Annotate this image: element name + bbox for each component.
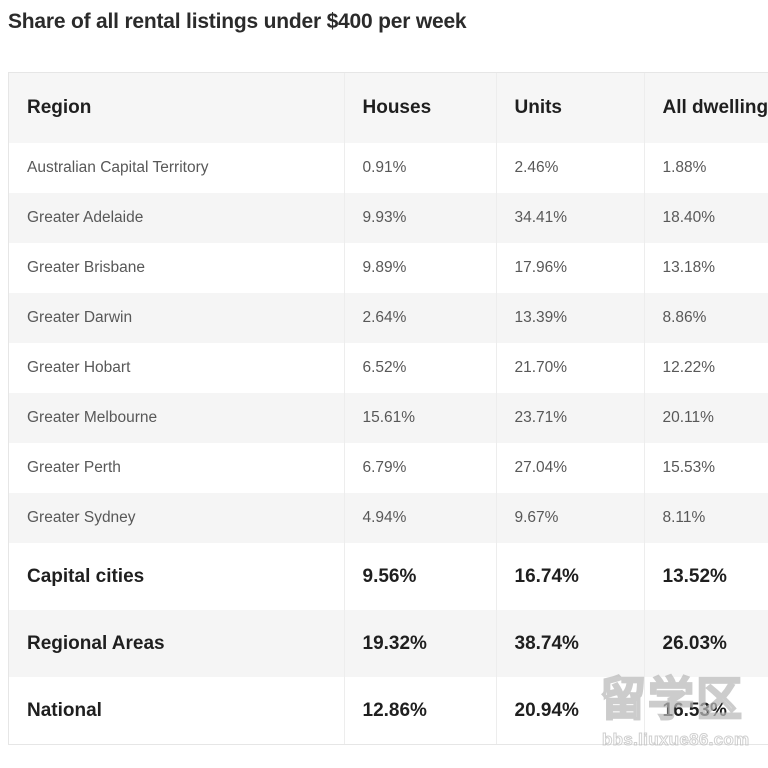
- table-row: National 12.86% 20.94% 16.53%: [9, 677, 768, 744]
- cell-region: National: [9, 677, 345, 744]
- cell-region: Capital cities: [9, 543, 345, 610]
- rental-listings-table: Region Houses Units All dwellings Austra…: [9, 73, 768, 744]
- cell-units: 9.67%: [496, 493, 645, 543]
- table-row: Greater Hobart 6.52% 21.70% 12.22%: [9, 343, 768, 393]
- cell-all_dwellings: 8.11%: [644, 493, 768, 543]
- cell-all_dwellings: 26.03%: [644, 610, 768, 677]
- cell-all_dwellings: 15.53%: [644, 443, 768, 493]
- cell-units: 16.74%: [496, 543, 645, 610]
- cell-houses: 9.56%: [344, 543, 497, 610]
- cell-all_dwellings: 20.11%: [644, 393, 768, 443]
- cell-houses: 15.61%: [344, 393, 497, 443]
- cell-region: Greater Darwin: [9, 293, 345, 343]
- cell-region: Greater Melbourne: [9, 393, 345, 443]
- cell-houses: 4.94%: [344, 493, 497, 543]
- cell-region: Greater Adelaide: [9, 193, 345, 243]
- cell-all_dwellings: 13.18%: [644, 243, 768, 293]
- table-row: Greater Melbourne 15.61% 23.71% 20.11%: [9, 393, 768, 443]
- table-row: Regional Areas 19.32% 38.74% 26.03%: [9, 610, 768, 677]
- cell-houses: 6.52%: [344, 343, 497, 393]
- cell-region: Regional Areas: [9, 610, 345, 677]
- cell-units: 34.41%: [496, 193, 645, 243]
- cell-region: Greater Brisbane: [9, 243, 345, 293]
- cell-houses: 19.32%: [344, 610, 497, 677]
- cell-units: 2.46%: [496, 143, 645, 193]
- cell-units: 27.04%: [496, 443, 645, 493]
- page-title: Share of all rental listings under $400 …: [8, 10, 467, 33]
- cell-region: Greater Sydney: [9, 493, 345, 543]
- cell-all_dwellings: 12.22%: [644, 343, 768, 393]
- cell-units: 13.39%: [496, 293, 645, 343]
- table-row: Greater Sydney 4.94% 9.67% 8.11%: [9, 493, 768, 543]
- cell-all_dwellings: 13.52%: [644, 543, 768, 610]
- table-row: Greater Adelaide 9.93% 34.41% 18.40%: [9, 193, 768, 243]
- cell-all_dwellings: 18.40%: [644, 193, 768, 243]
- cell-houses: 12.86%: [344, 677, 497, 744]
- table-header: Region Houses Units All dwellings: [9, 73, 768, 143]
- cell-all_dwellings: 16.53%: [644, 677, 768, 744]
- table-row: Greater Darwin 2.64% 13.39% 8.86%: [9, 293, 768, 343]
- cell-houses: 9.89%: [344, 243, 497, 293]
- cell-houses: 2.64%: [344, 293, 497, 343]
- table-row: Capital cities 9.56% 16.74% 13.52%: [9, 543, 768, 610]
- cell-all_dwellings: 8.86%: [644, 293, 768, 343]
- cell-region: Greater Hobart: [9, 343, 345, 393]
- table-header-row: Region Houses Units All dwellings: [9, 73, 768, 143]
- cell-units: 23.71%: [496, 393, 645, 443]
- cell-units: 21.70%: [496, 343, 645, 393]
- cell-houses: 0.91%: [344, 143, 497, 193]
- cell-units: 17.96%: [496, 243, 645, 293]
- data-table-container: Region Houses Units All dwellings Austra…: [8, 72, 768, 745]
- column-header-region[interactable]: Region: [9, 73, 345, 143]
- cell-houses: 9.93%: [344, 193, 497, 243]
- column-header-units[interactable]: Units: [496, 73, 645, 143]
- cell-houses: 6.79%: [344, 443, 497, 493]
- cell-all_dwellings: 1.88%: [644, 143, 768, 193]
- table-row: Greater Perth 6.79% 27.04% 15.53%: [9, 443, 768, 493]
- table-body: Australian Capital Territory 0.91% 2.46% 1.…: [9, 143, 768, 744]
- table-row: Greater Brisbane 9.89% 17.96% 13.18%: [9, 243, 768, 293]
- table-row: Australian Capital Territory 0.91% 2.46% 1.…: [9, 143, 768, 193]
- cell-units: 38.74%: [496, 610, 645, 677]
- cell-region: Australian Capital Territory: [9, 143, 345, 193]
- column-header-houses[interactable]: Houses: [344, 73, 497, 143]
- cell-region: Greater Perth: [9, 443, 345, 493]
- column-header-all-dwellings[interactable]: All dwellings: [644, 73, 768, 143]
- cell-units: 20.94%: [496, 677, 645, 744]
